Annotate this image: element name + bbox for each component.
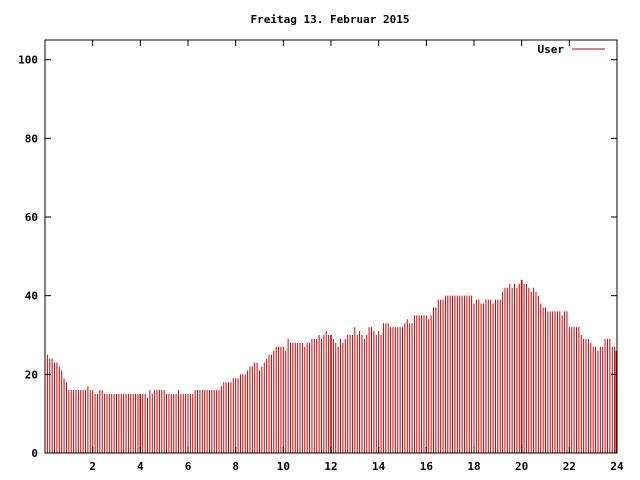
x-tick-label-4: 4 <box>137 460 144 473</box>
x-tick-label-8: 8 <box>232 460 239 473</box>
x-tick-label-18: 18 <box>467 460 480 473</box>
y-tick-label-20: 20 <box>25 368 38 381</box>
y-tick-label-80: 80 <box>25 132 38 145</box>
x-tick-label-24: 24 <box>610 460 624 473</box>
x-tick-label-14: 14 <box>372 460 386 473</box>
legend: User <box>538 43 605 56</box>
chart-title: Freitag 13. Februar 2015 <box>251 13 410 26</box>
legend-label: User <box>538 43 565 56</box>
y-tick-label-60: 60 <box>25 211 38 224</box>
x-tick-label-10: 10 <box>277 460 290 473</box>
y-tick-label-40: 40 <box>25 290 38 303</box>
x-tick-label-20: 20 <box>515 460 528 473</box>
y-tick-label-100: 100 <box>18 54 38 67</box>
spikes <box>139 279 523 453</box>
ticks <box>45 40 618 454</box>
x-tick-label-16: 16 <box>420 460 434 473</box>
x-tick-label-6: 6 <box>185 460 192 473</box>
y-tick-label-0: 0 <box>31 447 38 460</box>
x-tick-label-2: 2 <box>89 460 96 473</box>
x-tick-label-22: 22 <box>563 460 576 473</box>
x-tick-label-12: 12 <box>324 460 337 473</box>
